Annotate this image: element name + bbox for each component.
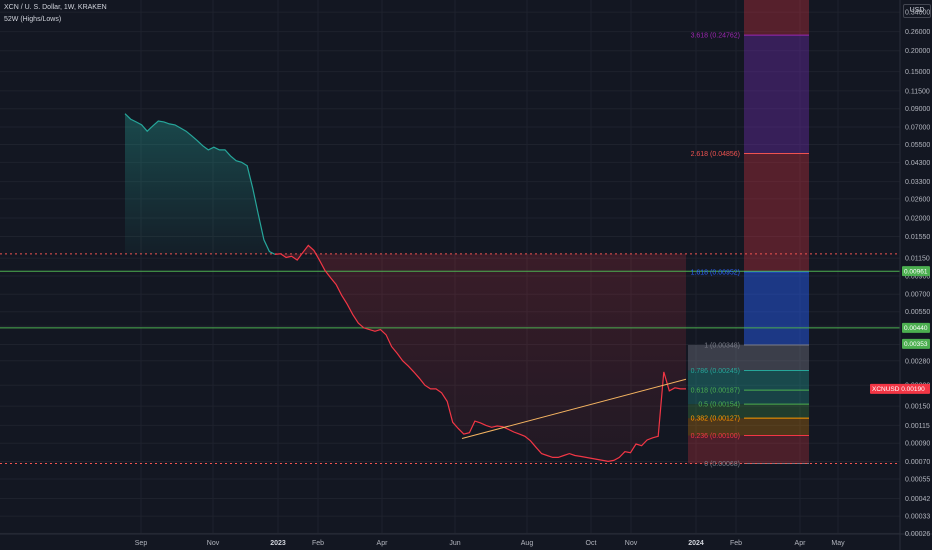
fib-band xyxy=(688,404,809,419)
y-tick-label: 0.15000 xyxy=(905,69,930,76)
y-tick-label: 0.04300 xyxy=(905,160,930,167)
area-fills xyxy=(125,113,686,462)
y-tick-label: 0.00280 xyxy=(905,358,930,365)
x-tick-label: Oct xyxy=(586,540,597,547)
y-tick-label: 0.09000 xyxy=(905,106,930,113)
fib-level-label: 0.5 (0.00154) xyxy=(698,402,740,409)
trendline[interactable] xyxy=(461,378,687,439)
fib-extension-zone[interactable] xyxy=(688,0,809,465)
fib-level-label: 1 (0.00348) xyxy=(704,342,740,349)
y-tick-label: 0.00115 xyxy=(905,423,930,430)
x-tick-label: Jun xyxy=(449,540,460,547)
fib-band xyxy=(744,271,809,345)
price-tag-box xyxy=(902,322,930,333)
currency-button[interactable]: USD xyxy=(903,4,931,18)
y-tick-label: 0.11500 xyxy=(905,88,930,95)
trendline-segment xyxy=(461,378,687,439)
y-tick-label: 0.00700 xyxy=(905,292,930,299)
y-tick-label: 0.01550 xyxy=(905,234,930,241)
fib-band xyxy=(688,435,809,464)
fib-level-label: 3.618 (0.24762) xyxy=(691,33,740,40)
fib-band xyxy=(688,418,809,436)
horizontal-lines[interactable] xyxy=(0,253,900,465)
x-tick-label: Apr xyxy=(377,540,389,547)
price-tag-box xyxy=(870,383,930,394)
time-axis[interactable]: Sep Nov 2023 Feb Apr Jun Aug Oct Nov 2024 Feb Apr Ma… xyxy=(135,540,845,547)
y-tick-label: 0.00026 xyxy=(905,531,930,538)
area-fill-above xyxy=(125,113,275,255)
y-tick-label: 0.00033 xyxy=(905,514,930,521)
price-tag-label: XCNUSD 0.00190 xyxy=(872,386,925,393)
price-line-up xyxy=(124,113,276,255)
y-tick-label: 0.00070 xyxy=(905,459,930,466)
price-tag-box xyxy=(902,266,930,277)
y-tick-label: 0.00042 xyxy=(905,496,930,503)
x-tick-label: Nov xyxy=(207,540,220,547)
x-tick-label: Nov xyxy=(625,540,638,547)
y-tick-label: 0.00550 xyxy=(905,309,930,316)
y-tick-label: 0.00900 xyxy=(905,273,930,280)
fib-level-label: 0.618 (0.00187) xyxy=(691,388,740,395)
y-tick-label: 0.00055 xyxy=(905,476,930,483)
fib-band xyxy=(744,35,809,154)
price-tags: 0.00961 0.00440 0.00353 XCNUSD 0.00190 xyxy=(870,266,930,394)
x-tick-label: Feb xyxy=(312,540,324,547)
fib-level-label: 0.382 (0.00127) xyxy=(691,416,740,423)
indicator-label: 52W (Highs/Lows) xyxy=(4,16,62,23)
symbol-title: XCN / U. S. Dollar, 1W, KRAKEN xyxy=(4,4,107,11)
y-tick-label: 0.34000 xyxy=(905,10,930,17)
x-tick-label: Apr xyxy=(795,540,807,547)
y-tick-label: 0.20000 xyxy=(905,48,930,55)
fib-band xyxy=(744,153,809,272)
fib-level-label: 0.786 (0.00245) xyxy=(691,368,740,375)
x-tick-label: Aug xyxy=(521,540,534,547)
fib-level-label: 0 (0.00068) xyxy=(704,461,740,468)
price-tag-label: 0.00961 xyxy=(904,268,928,275)
x-tick-label: 2024 xyxy=(688,540,704,547)
y-tick-label: 0.00150 xyxy=(905,404,930,411)
fib-level-label: 2.618 (0.04856) xyxy=(691,151,740,158)
y-tick-label: 0.01150 xyxy=(905,256,930,263)
x-tick-label: Sep xyxy=(135,540,148,547)
price-tag-label: 0.00440 xyxy=(904,325,928,332)
fib-band xyxy=(688,344,809,371)
y-tick-label: 0.26000 xyxy=(905,29,930,36)
fib-band xyxy=(688,370,809,391)
fib-level-label: 0.236 (0.00100) xyxy=(691,433,740,440)
fib-level-label: 1.618 (0.00952) xyxy=(691,269,740,276)
fib-labels: 3.618 (0.24762) 2.618 (0.04856) 1.618 (0.0… xyxy=(691,33,740,468)
x-tick-label: Feb xyxy=(730,540,742,547)
price-line-down xyxy=(274,244,686,463)
price-tag-box xyxy=(902,338,930,349)
y-tick-label: 0.02600 xyxy=(905,196,930,203)
price-series xyxy=(124,113,686,463)
x-tick-label: May xyxy=(831,540,845,547)
y-tick-label: 0.05500 xyxy=(905,142,930,149)
fib-band xyxy=(744,0,809,36)
area-fill-below xyxy=(275,245,686,462)
y-tick-label: 0.07000 xyxy=(905,124,930,131)
fib-band xyxy=(688,390,809,405)
y-tick-label: 0.00090 xyxy=(905,441,930,448)
y-tick-label: 0.03300 xyxy=(905,179,930,186)
price-tag-label: 0.00353 xyxy=(904,341,928,348)
y-tick-label: 0.02000 xyxy=(905,215,930,222)
x-tick-label: 2023 xyxy=(270,540,286,547)
